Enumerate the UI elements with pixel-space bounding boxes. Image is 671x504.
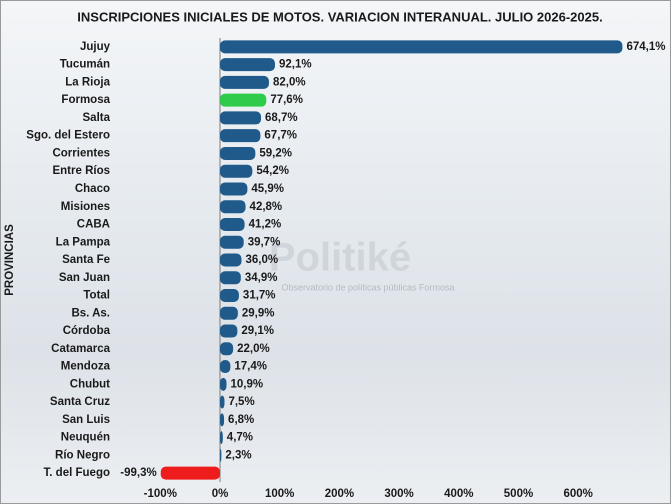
value-label: 54,2%	[256, 165, 289, 177]
bar	[220, 129, 261, 143]
value-label: 42,8%	[250, 201, 283, 213]
y-tick-label: Jujuy	[80, 41, 111, 53]
y-tick-label: Misiones	[61, 201, 110, 213]
bar	[220, 40, 623, 54]
bar	[220, 200, 246, 214]
bar	[220, 93, 267, 107]
value-label: 36,0%	[245, 254, 278, 266]
y-tick-label: La Rioja	[65, 76, 110, 88]
y-tick-label: Río Negro	[55, 449, 110, 461]
x-tick-label: 200%	[325, 488, 354, 500]
x-tick-label: 500%	[504, 488, 533, 500]
value-label: 2,3%	[225, 449, 251, 461]
value-label: 92,1%	[279, 59, 312, 71]
value-label: 6,8%	[228, 414, 254, 426]
bar	[220, 377, 227, 391]
value-label: 31,7%	[243, 290, 276, 302]
value-label: 34,9%	[245, 272, 278, 284]
value-label: 7,5%	[228, 396, 254, 408]
bar	[220, 448, 222, 462]
y-tick-label: Catamarca	[51, 343, 110, 355]
y-tick-label: Sgo. del Estero	[26, 130, 110, 142]
x-tick-label: 600%	[563, 488, 592, 500]
value-label: 82,0%	[273, 76, 306, 88]
y-tick-label: Córdoba	[63, 325, 111, 337]
bar	[220, 306, 238, 320]
x-tick-label: 100%	[265, 488, 294, 500]
bar	[220, 395, 225, 409]
y-tick-label: Chaco	[75, 183, 110, 195]
value-label: 4,7%	[227, 432, 253, 444]
y-tick-label: Total	[83, 290, 110, 302]
value-label: 39,7%	[248, 236, 281, 248]
value-label: 10,9%	[231, 378, 264, 390]
bar	[220, 164, 253, 178]
bar	[220, 413, 225, 427]
bar	[220, 235, 244, 249]
y-tick-label: Santa Fe	[62, 254, 110, 266]
y-tick-label: Mendoza	[61, 361, 111, 373]
bar	[220, 324, 238, 338]
y-tick-label: Corrientes	[52, 147, 110, 159]
bar	[220, 289, 239, 303]
bar	[220, 146, 256, 160]
x-tick-label: -100%	[144, 488, 177, 500]
y-tick-label: San Juan	[59, 272, 110, 284]
y-tick-label: Bs. As.	[71, 307, 110, 319]
bar	[220, 342, 234, 356]
value-label: 59,2%	[259, 147, 292, 159]
x-tick-label: 0%	[212, 488, 229, 500]
bar	[220, 360, 231, 374]
value-label: 77,6%	[270, 94, 303, 106]
value-label: -99,3%	[120, 467, 156, 479]
y-tick-label: Tucumán	[60, 59, 110, 71]
value-label: 45,9%	[251, 183, 284, 195]
bar	[220, 271, 241, 285]
y-axis-label: PROVINCIAS	[4, 224, 16, 296]
value-label: 67,7%	[264, 130, 297, 142]
bar	[220, 75, 269, 89]
y-tick-label: Santa Cruz	[50, 396, 110, 408]
value-label: 22,0%	[237, 343, 270, 355]
bar	[220, 253, 242, 267]
value-label: 29,1%	[241, 325, 274, 337]
y-tick-label: La Pampa	[56, 236, 111, 248]
y-tick-label: Chubut	[70, 378, 110, 390]
value-label: 674,1%	[626, 41, 665, 53]
bar	[220, 217, 245, 231]
watermark: Politiké	[269, 236, 411, 280]
y-tick-label: Neuquén	[61, 432, 110, 444]
y-tick-label: CABA	[77, 219, 110, 231]
y-tick-label: T. del Fuego	[44, 467, 110, 479]
chart-title: INSCRIPCIONES INICIALES DE MOTOS. VARIAC…	[77, 9, 602, 24]
y-tick-label: Entre Ríos	[52, 165, 110, 177]
bar	[220, 431, 223, 445]
bar	[220, 111, 262, 125]
y-tick-label: San Luis	[62, 414, 110, 426]
x-tick-label: 400%	[444, 488, 473, 500]
value-label: 41,2%	[249, 219, 282, 231]
value-label: 29,9%	[242, 307, 275, 319]
bar	[220, 182, 248, 196]
value-label: 17,4%	[234, 361, 267, 373]
watermark-subtitle: Observatorio de políticas públicas Formo…	[281, 282, 454, 292]
y-tick-label: Salta	[83, 112, 111, 124]
bar	[220, 58, 275, 72]
y-tick-label: Formosa	[61, 94, 110, 106]
value-label: 68,7%	[265, 112, 298, 124]
bar	[160, 466, 220, 480]
x-tick-label: 300%	[384, 488, 413, 500]
